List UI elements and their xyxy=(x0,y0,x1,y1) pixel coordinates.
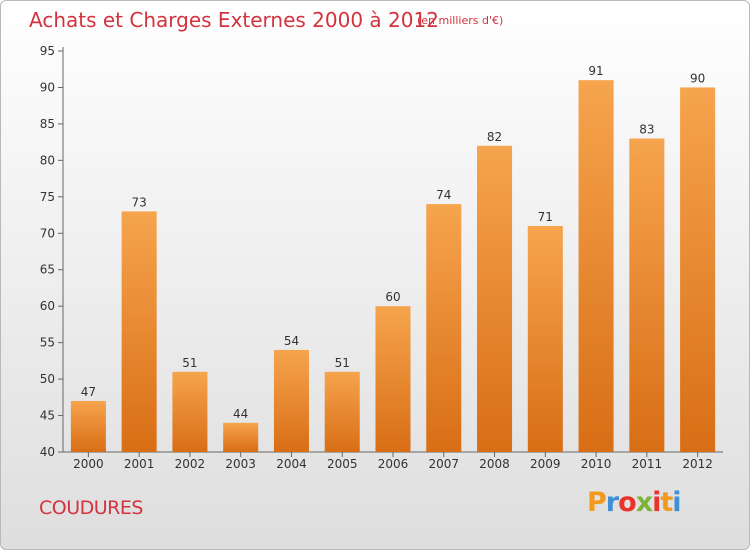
x-tick-label-2001: 2001 xyxy=(124,457,155,471)
data-label-2005: 51 xyxy=(335,356,350,370)
brand-letter: r xyxy=(605,487,619,518)
data-label-2008: 82 xyxy=(487,130,502,144)
data-label-2000: 47 xyxy=(81,385,96,399)
brand-letter: o xyxy=(618,487,637,518)
data-label-2012: 90 xyxy=(690,71,705,85)
y-tick-label: 75 xyxy=(40,190,55,204)
brand-letter: i xyxy=(652,487,661,518)
x-tick-label-2000: 2000 xyxy=(73,457,104,471)
x-tick-label-2005: 2005 xyxy=(327,457,358,471)
bar-2008 xyxy=(477,145,513,453)
chart-subtitle: (en milliers d'€) xyxy=(417,14,504,27)
bar-2002 xyxy=(172,371,208,452)
data-label-2002: 51 xyxy=(182,356,197,370)
bar-2012 xyxy=(680,87,716,453)
bar-2007 xyxy=(426,204,462,452)
bar-2011 xyxy=(629,138,665,452)
bars xyxy=(70,80,716,453)
data-label-2009: 71 xyxy=(538,210,553,224)
x-tick-label-2010: 2010 xyxy=(581,457,612,471)
bar-2005 xyxy=(324,371,360,452)
y-tick-label: 95 xyxy=(40,44,55,58)
bar-2001 xyxy=(121,211,157,452)
bar-2009 xyxy=(527,225,563,452)
data-label-2003: 44 xyxy=(233,407,248,421)
y-tick-label: 90 xyxy=(40,80,55,94)
y-tick-label: 70 xyxy=(40,226,55,240)
x-tick-label-2011: 2011 xyxy=(632,457,663,471)
bar-2000 xyxy=(70,400,106,452)
chart-title: Achats et Charges Externes 2000 à 2012 xyxy=(29,8,439,32)
bar-2006 xyxy=(375,306,411,452)
y-tick-label: 50 xyxy=(40,372,55,386)
commune-name: COUDURES xyxy=(39,497,143,519)
x-tick-label-2006: 2006 xyxy=(378,457,409,471)
proxiti-logo[interactable]: Proxiti xyxy=(587,487,682,518)
y-tick-label: 80 xyxy=(40,153,55,167)
data-label-2011: 83 xyxy=(639,122,654,136)
x-tick-label-2004: 2004 xyxy=(276,457,307,471)
bar-2003 xyxy=(223,422,259,452)
y-tick-labels: 40 45 50 55 60 65 70 75 80 85 90 95 xyxy=(40,44,55,459)
x-tick-label-2012: 2012 xyxy=(682,457,713,471)
brand-letter: t xyxy=(660,487,673,518)
y-tick-label: 65 xyxy=(40,263,55,277)
x-tick-label-2002: 2002 xyxy=(175,457,206,471)
data-label-2004: 54 xyxy=(284,334,299,348)
brand-letter: P xyxy=(587,487,607,518)
y-tick-label: 85 xyxy=(40,117,55,131)
x-tick-label-2007: 2007 xyxy=(428,457,459,471)
data-labels: 47 73 51 44 54 51 60 74 82 71 91 83 90 xyxy=(81,64,706,421)
y-tick-label: 60 xyxy=(40,299,55,313)
data-label-2007: 74 xyxy=(436,188,451,202)
bar-2004 xyxy=(273,349,309,452)
brand-letter: i xyxy=(672,487,681,518)
x-tick-label-2009: 2009 xyxy=(530,457,561,471)
x-tick-labels: 2000 2001 2002 2003 2004 2005 2006 2007 2008 2009… xyxy=(73,457,713,471)
bar-2010 xyxy=(578,80,614,452)
data-label-2001: 73 xyxy=(132,195,147,209)
data-label-2010: 91 xyxy=(588,64,603,78)
data-label-2006: 60 xyxy=(385,290,400,304)
x-tick-label-2003: 2003 xyxy=(225,457,256,471)
brand-letter: x xyxy=(635,487,653,518)
y-tick-label: 45 xyxy=(40,409,55,423)
x-tick-label-2008: 2008 xyxy=(479,457,510,471)
y-tick-label: 40 xyxy=(40,445,55,459)
y-tick-label: 55 xyxy=(40,336,55,350)
